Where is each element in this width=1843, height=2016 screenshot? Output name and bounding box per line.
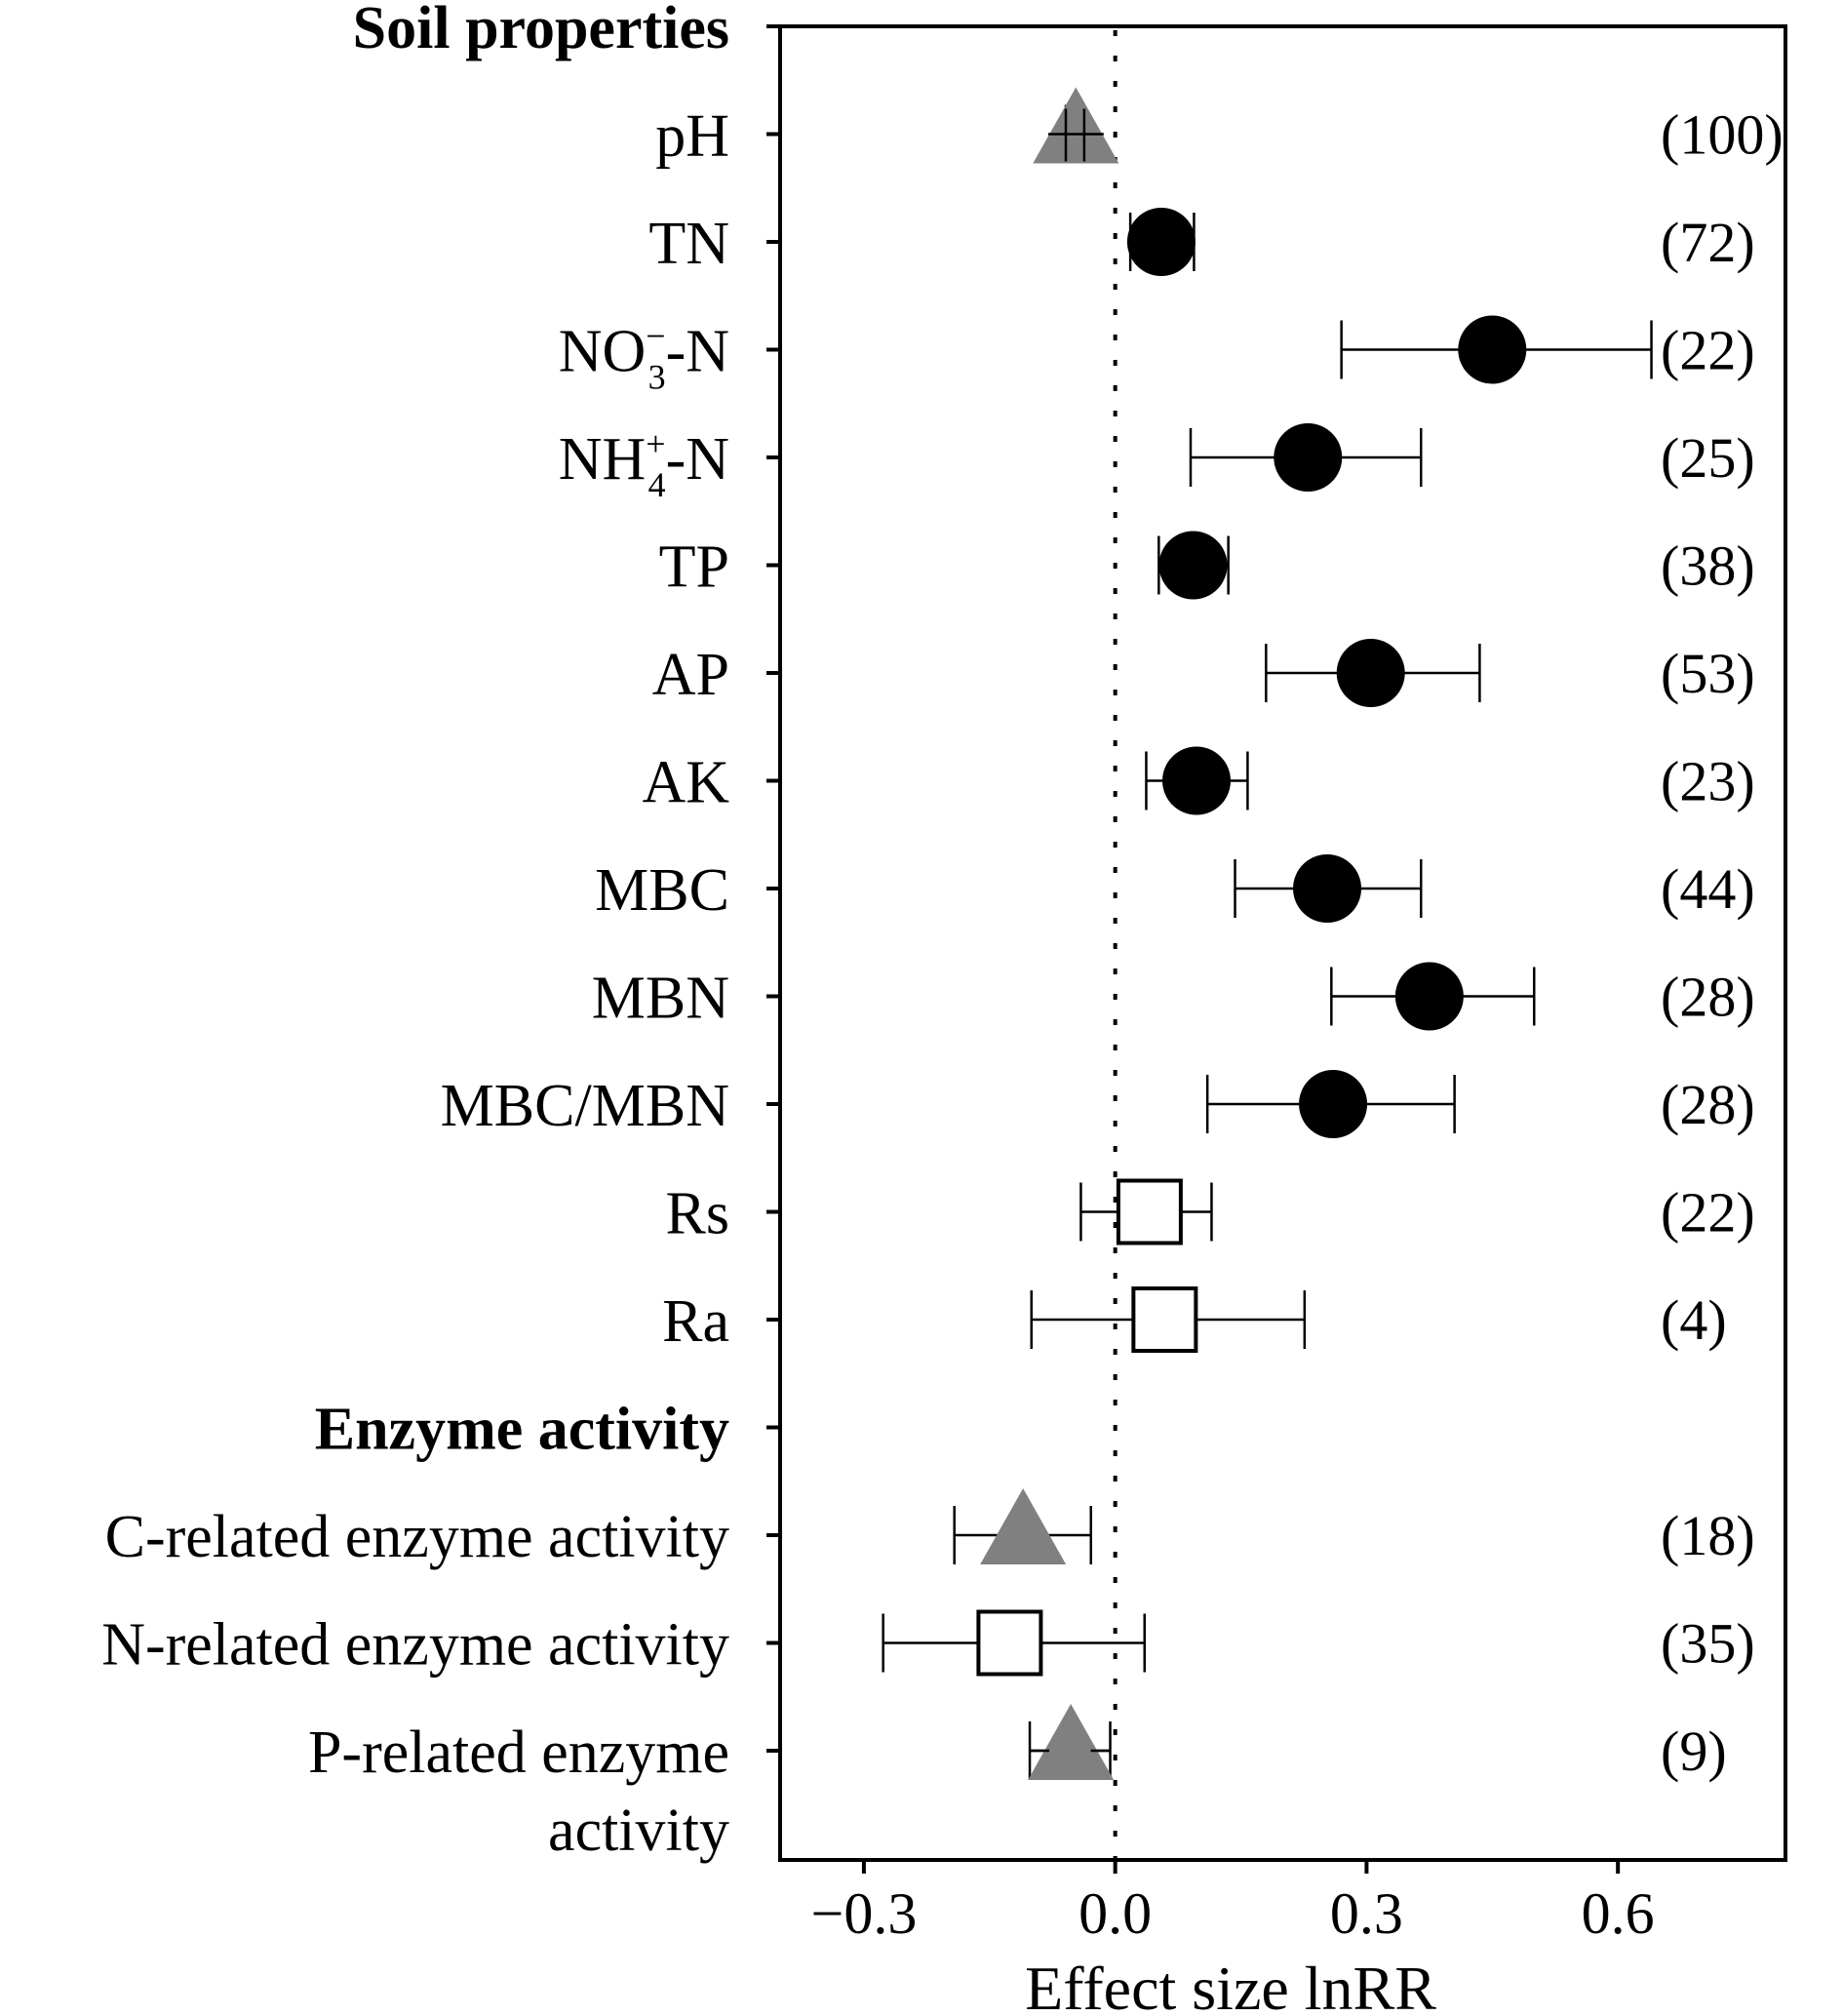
y-tick-label: C-related enzyme activity <box>105 1504 729 1570</box>
sample-size-label: (38) <box>1661 534 1755 598</box>
y-tick-label: MBN <box>592 966 729 1032</box>
sample-size-label: (25) <box>1661 426 1755 490</box>
y-tick-label: MBC/MBN <box>441 1073 729 1139</box>
x-axis-label: Effect size lnRR <box>1025 1954 1436 2016</box>
mean-point-circle <box>1274 423 1343 492</box>
y-tick-label: TN <box>648 211 729 277</box>
y-tick-label-line2: activity <box>548 1798 729 1864</box>
sample-size-label: (44) <box>1661 857 1755 921</box>
sample-size-label: (35) <box>1661 1612 1755 1676</box>
y-tick-label: NO− 3-N <box>559 317 729 397</box>
y-tick-label: N-related enzyme activity <box>101 1612 729 1679</box>
mean-point-square <box>976 1609 1043 1677</box>
sample-size-label: (23) <box>1661 750 1755 813</box>
x-tick-label: 0.6 <box>1582 1881 1655 1946</box>
sample-size-label: (72) <box>1661 211 1755 274</box>
group-header-label: Enzyme activity <box>315 1397 729 1463</box>
mean-point-square <box>1116 1178 1183 1245</box>
y-tick-label: AP <box>652 642 729 708</box>
mean-point-circle <box>1336 639 1405 707</box>
mean-point-triangle <box>980 1488 1067 1564</box>
mean-point-circle <box>1162 746 1232 815</box>
mean-point-square <box>1131 1286 1198 1353</box>
y-tick-label: AK <box>642 750 729 816</box>
x-tick-label: −0.3 <box>810 1881 917 1946</box>
sample-size-label: (100) <box>1661 103 1784 167</box>
group-header-label: Soil properties <box>353 0 729 61</box>
y-tick-label: pH <box>655 103 729 170</box>
y-tick-label: NH+ 4-N <box>559 424 729 504</box>
mean-point-circle <box>1126 208 1196 276</box>
sample-size-label: (28) <box>1661 966 1755 1029</box>
sample-size-label: (53) <box>1661 642 1755 705</box>
sample-size-label: (22) <box>1661 319 1755 382</box>
y-tick-label: MBC <box>595 857 729 924</box>
y-tick-label: TP <box>659 534 729 601</box>
sample-size-label: (9) <box>1661 1720 1727 1783</box>
mean-point-circle <box>1293 854 1362 923</box>
plot-frame <box>778 24 1787 1862</box>
mean-point-triangle <box>1033 87 1119 164</box>
mean-point-circle <box>1458 315 1527 384</box>
x-tick-label: 0.0 <box>1078 1881 1152 1946</box>
sample-size-label: (18) <box>1661 1504 1755 1567</box>
x-tick-label: 0.3 <box>1330 1881 1403 1946</box>
mean-point-circle <box>1158 531 1228 600</box>
mean-point-circle <box>1394 962 1464 1031</box>
sample-size-label: (22) <box>1661 1181 1755 1245</box>
sample-size-label: (4) <box>1661 1288 1727 1352</box>
y-tick-label: P-related enzyme <box>308 1720 729 1786</box>
sample-size-label: (28) <box>1661 1073 1755 1136</box>
y-tick-label: Ra <box>662 1288 729 1355</box>
mean-point-triangle <box>1028 1704 1115 1780</box>
mean-point-circle <box>1299 1070 1368 1138</box>
y-tick-label: Rs <box>666 1181 729 1247</box>
